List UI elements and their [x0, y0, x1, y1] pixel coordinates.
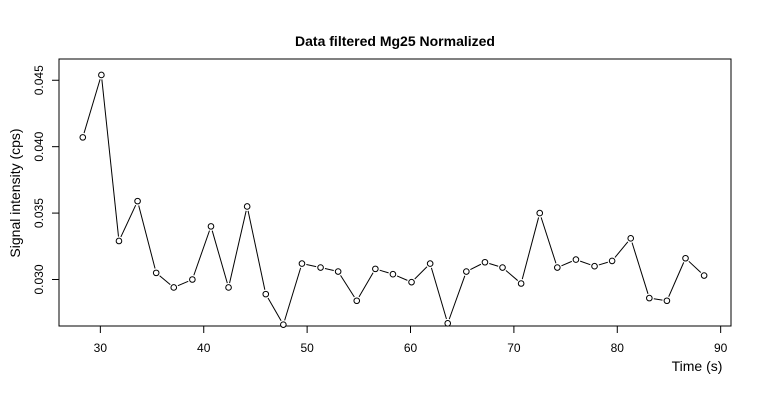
x-axis: 30 40 50 60 70 80 90: [94, 325, 728, 355]
plot-frame: [58, 58, 732, 327]
data-point: [627, 235, 635, 242]
x-tick-label: 50: [300, 341, 314, 355]
series-segment: [159, 275, 171, 285]
data-point: [700, 272, 708, 279]
series-segment: [561, 260, 572, 267]
x-tick-label: 90: [714, 341, 728, 355]
series-segment: [540, 217, 557, 264]
series-segment: [120, 205, 137, 238]
series-segment: [306, 264, 317, 268]
data-point: [536, 209, 544, 217]
x-axis-label: Time (s): [672, 358, 723, 374]
series-segment: [193, 230, 210, 276]
series-segment: [284, 267, 302, 321]
data-point: [481, 258, 489, 266]
data-point: [372, 265, 379, 273]
series-segment: [631, 242, 649, 294]
series-segment: [101, 79, 119, 237]
data-point: [79, 134, 87, 141]
data-point: [280, 321, 287, 328]
data-point: [444, 320, 452, 327]
x-tick-label: 70: [507, 341, 521, 355]
series-segment: [324, 268, 334, 272]
data-point: [207, 223, 215, 230]
data-point: [134, 197, 141, 205]
data-point: [608, 257, 616, 265]
series-segment: [505, 270, 519, 281]
series-segment: [267, 297, 282, 322]
data-point: [152, 269, 160, 277]
data-point: [554, 264, 561, 271]
series-segment: [470, 263, 482, 270]
data-point: [591, 262, 598, 270]
x-tick-label: 80: [611, 341, 625, 355]
series-segment: [489, 263, 499, 267]
y-axis-label: Signal intensity (cps): [7, 128, 23, 257]
series-segment: [448, 275, 466, 320]
data-point: [170, 284, 178, 291]
series-segment: [247, 210, 266, 290]
series-segment: [430, 267, 447, 320]
data-point: [682, 254, 689, 262]
x-tick-label: 40: [197, 341, 211, 355]
data-point: [426, 260, 434, 267]
series-segment: [653, 298, 663, 301]
data-point: [408, 278, 415, 286]
data-point: [317, 264, 324, 271]
data-point: [663, 297, 671, 305]
data-point: [517, 280, 525, 287]
y-axis: 0.030 0.035 0.040 0.045: [32, 65, 60, 295]
data-point: [463, 268, 470, 275]
y-tick-label: 0.035: [32, 198, 46, 228]
series-segment: [521, 217, 540, 280]
series-segment: [340, 275, 355, 298]
series-segment: [229, 210, 247, 284]
data-point: [572, 256, 580, 263]
series-segment: [614, 241, 629, 258]
data-point: [115, 237, 123, 245]
series-segment: [83, 79, 101, 134]
y-tick-label: 0.040: [32, 131, 46, 161]
series-segment: [668, 262, 685, 297]
data-point: [98, 71, 105, 79]
y-tick-label: 0.045: [32, 65, 46, 95]
series-segment: [688, 260, 702, 273]
series-segment: [396, 275, 408, 281]
data-point: [243, 203, 251, 210]
y-tick-label: 0.030: [32, 264, 46, 294]
data-point: [389, 270, 397, 278]
data-point: [262, 290, 270, 298]
data-point: [499, 264, 506, 271]
series-segment: [138, 205, 156, 269]
x-tick-label: 30: [94, 341, 108, 355]
data-point: [353, 297, 361, 305]
data-point: [298, 260, 306, 267]
chart-title: Data filtered Mg25 Normalized: [295, 33, 495, 49]
series-segment: [579, 260, 591, 266]
series-segment: [177, 280, 189, 287]
data-point: [334, 268, 342, 275]
series-segment: [358, 272, 374, 298]
series-segment: [379, 269, 389, 274]
x-tick-label: 60: [404, 341, 418, 355]
series-segment: [211, 230, 228, 284]
data-point: [189, 276, 196, 283]
series-segment: [414, 266, 428, 280]
data-point: [646, 294, 653, 302]
series-data: [79, 71, 708, 328]
data-point: [225, 284, 232, 291]
series-segment: [598, 261, 608, 266]
